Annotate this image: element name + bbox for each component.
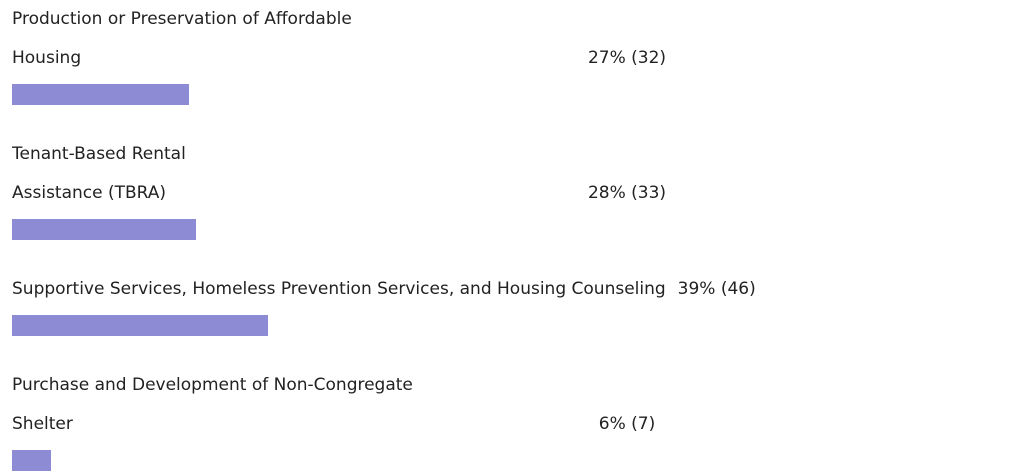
row-head: Supportive Services, Homeless Prevention… bbox=[12, 270, 1034, 309]
bar bbox=[12, 219, 196, 240]
row-head: Production or Preservation of Affordable… bbox=[12, 0, 1034, 78]
value-label: 28% (33) bbox=[587, 183, 667, 203]
bar bbox=[12, 450, 52, 471]
value-label: 6% (7) bbox=[598, 414, 656, 434]
category-label: Purchase and Development of Non-Congrega… bbox=[12, 375, 413, 434]
category-label: Tenant-Based Rental Assistance (TBRA) bbox=[12, 144, 186, 203]
row-head: Tenant-Based Rental Assistance (TBRA) 28%… bbox=[12, 135, 1034, 213]
value-label: 27% (32) bbox=[587, 48, 667, 68]
row-head: Purchase and Development of Non-Congrega… bbox=[12, 366, 1034, 444]
category-label: Supportive Services, Homeless Prevention… bbox=[12, 279, 666, 299]
category-label-cell: Supportive Services, Homeless Prevention… bbox=[12, 270, 666, 309]
result-row: Tenant-Based Rental Assistance (TBRA) 28%… bbox=[12, 135, 1034, 240]
result-row: Production or Preservation of Affordable… bbox=[12, 0, 1034, 105]
category-label: Production or Preservation of Affordable… bbox=[12, 9, 352, 68]
category-label-cell: Purchase and Development of Non-Congrega… bbox=[12, 366, 522, 444]
result-row: Supportive Services, Homeless Prevention… bbox=[12, 270, 1034, 336]
bar bbox=[12, 315, 268, 336]
category-label-cell: Production or Preservation of Affordable… bbox=[12, 0, 522, 78]
bar bbox=[12, 84, 190, 105]
category-label-cell: Tenant-Based Rental Assistance (TBRA) bbox=[12, 135, 522, 213]
value-label: 39% (46) bbox=[677, 279, 756, 299]
result-row: Purchase and Development of Non-Congrega… bbox=[12, 366, 1034, 471]
